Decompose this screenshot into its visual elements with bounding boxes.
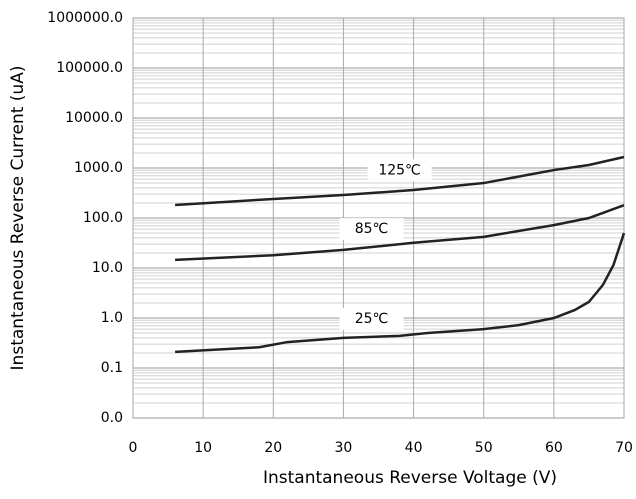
x-tick-label: 30 bbox=[335, 440, 353, 456]
y-tick-label: 0.1 bbox=[101, 360, 123, 376]
y-tick-label: 100000.0 bbox=[56, 60, 123, 76]
x-axis-title: Instantaneous Reverse Voltage (V) bbox=[263, 468, 557, 488]
x-tick-label: 20 bbox=[264, 440, 282, 456]
y-axis-title: Instantaneous Reverse Current (uA) bbox=[8, 66, 28, 371]
series-label: 125℃ bbox=[378, 162, 420, 178]
y-tick-label: 10.0 bbox=[92, 260, 123, 276]
data-line bbox=[175, 232, 626, 354]
x-tick-label: 0 bbox=[129, 440, 138, 456]
y-tick-label: 1000.0 bbox=[74, 160, 123, 176]
x-tick-label: 10 bbox=[194, 440, 212, 456]
series-label: 85℃ bbox=[355, 221, 389, 237]
y-tick-label: 1.0 bbox=[101, 310, 123, 326]
y-tick-label: 10000.0 bbox=[65, 110, 123, 126]
series-label: 25℃ bbox=[355, 311, 389, 327]
series-label-bg bbox=[339, 308, 404, 331]
y-tick-label: 1000000.0 bbox=[47, 10, 123, 26]
series-label-bg bbox=[367, 159, 432, 182]
data-line bbox=[175, 155, 625, 207]
series-label-bg bbox=[339, 218, 404, 241]
y-tick-label: 100.0 bbox=[83, 210, 123, 226]
data-line bbox=[175, 204, 625, 262]
x-tick-label: 40 bbox=[405, 440, 423, 456]
x-tick-label: 60 bbox=[545, 440, 563, 456]
y-tick-label: 0.0 bbox=[101, 410, 123, 426]
x-tick-label: 50 bbox=[475, 440, 493, 456]
x-tick-label: 70 bbox=[615, 440, 633, 456]
